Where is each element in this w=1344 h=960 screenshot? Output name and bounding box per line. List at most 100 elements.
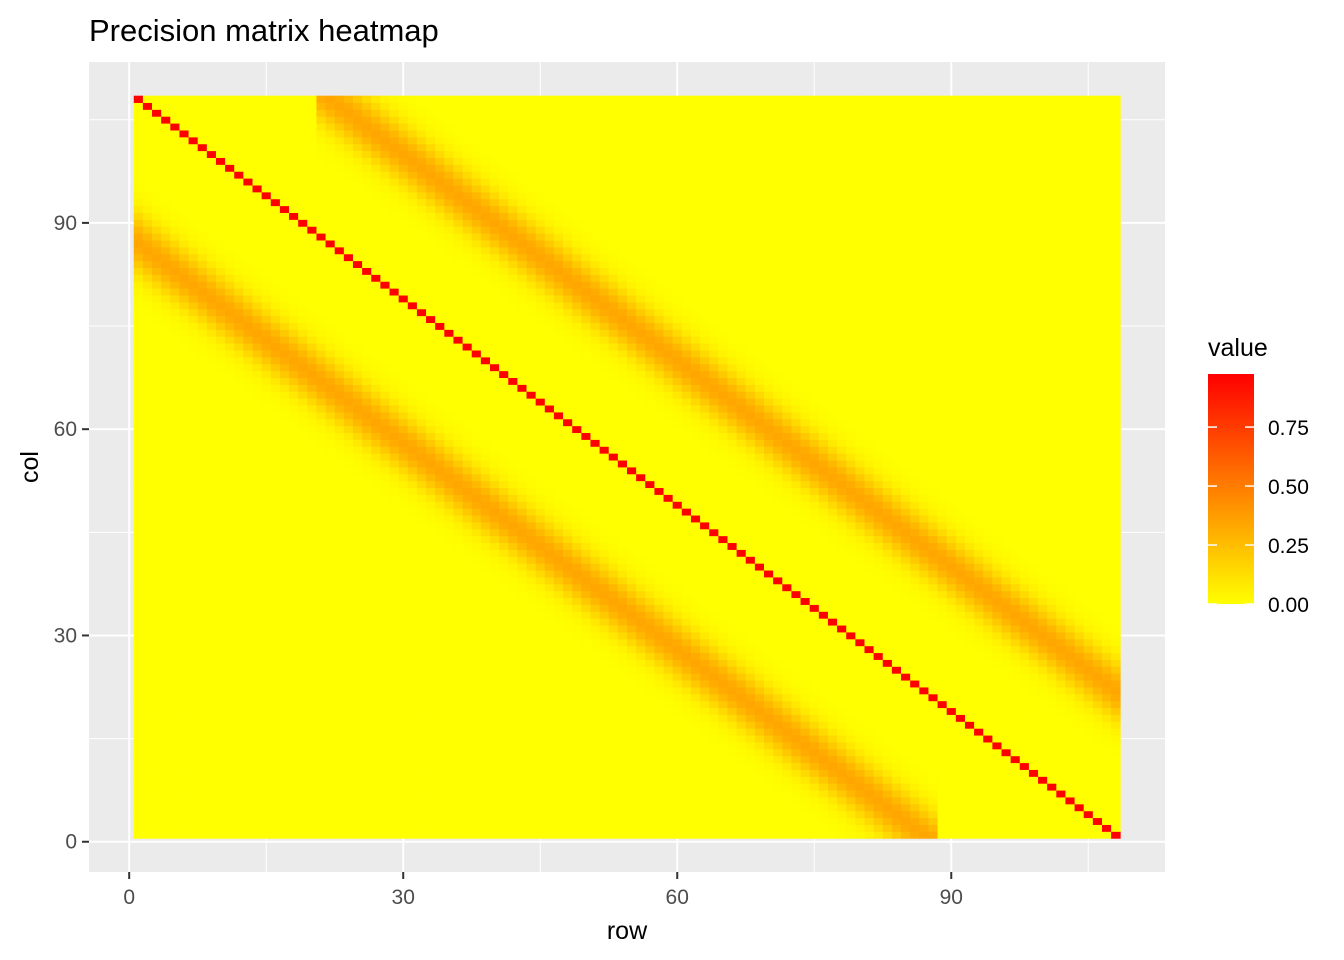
heatmap-cell (170, 611, 180, 619)
heatmap-cell (133, 157, 144, 165)
heatmap-cell (499, 508, 509, 516)
heatmap-cell (225, 597, 235, 605)
heatmap-cell (544, 301, 555, 310)
heatmap-cell (170, 398, 180, 406)
heatmap-cell (279, 178, 290, 186)
heatmap-cell (426, 556, 436, 564)
heatmap-cell (371, 356, 381, 365)
heatmap-cell (316, 535, 326, 544)
heatmap-cell (307, 707, 317, 715)
heatmap-cell (426, 185, 436, 193)
heatmap-cell (535, 790, 546, 798)
heatmap-cell (508, 150, 518, 158)
heatmap-cell (307, 363, 317, 372)
heatmap-cell (526, 164, 537, 172)
heatmap-cell (489, 652, 500, 660)
heatmap-cell (380, 446, 390, 454)
heatmap-cell (252, 226, 263, 234)
heatmap-cell (270, 824, 281, 832)
heatmap-cell (462, 185, 473, 193)
heatmap-cell (234, 735, 244, 743)
heatmap-cell (289, 817, 299, 825)
heatmap-cell (508, 343, 518, 351)
heatmap-cell (307, 432, 317, 440)
heatmap-cell (352, 226, 363, 234)
heatmap-cell (462, 611, 473, 619)
heatmap-cell (316, 687, 326, 695)
heatmap-cell (270, 817, 281, 825)
heatmap-cell (526, 693, 537, 702)
heatmap-cell (416, 226, 427, 234)
heatmap-cell (489, 748, 500, 757)
heatmap-cell (371, 542, 381, 550)
heatmap-cell (343, 425, 354, 434)
heatmap-cell (371, 116, 381, 124)
heatmap-cell (462, 700, 473, 709)
heatmap-cell (206, 501, 217, 509)
heatmap-cell (307, 267, 317, 275)
heatmap-cell (307, 480, 317, 489)
heatmap-cell (325, 356, 336, 365)
heatmap-cell (225, 563, 235, 571)
heatmap-cell (316, 563, 326, 571)
heatmap-cell (161, 398, 171, 406)
heatmap-cell (316, 467, 326, 475)
heatmap-cell (316, 322, 326, 330)
heatmap-cell (499, 95, 509, 103)
heatmap-cell (489, 102, 500, 110)
heatmap-cell (489, 219, 500, 227)
heatmap-cell (133, 700, 144, 709)
heatmap-cell (352, 570, 363, 578)
heatmap-cell (133, 377, 144, 385)
heatmap-cell (444, 453, 454, 461)
heatmap-cell (142, 281, 153, 289)
heatmap-cell (252, 377, 263, 385)
heatmap-cell (197, 233, 208, 241)
heatmap-cell (453, 611, 463, 619)
heatmap-cell (362, 632, 372, 640)
heatmap-cell (435, 748, 445, 757)
heatmap-cell (517, 824, 527, 832)
heatmap-cell (133, 632, 144, 640)
heatmap-cell (508, 288, 518, 296)
heatmap-cell (243, 405, 253, 413)
heatmap-cell (499, 563, 509, 571)
heatmap-cell (170, 570, 180, 578)
heatmap-cell (508, 267, 518, 275)
heatmap-cell (535, 645, 546, 654)
heatmap-cell (435, 597, 445, 605)
heatmap-cell (444, 370, 454, 379)
heatmap-cell (352, 267, 363, 275)
heatmap-cell (471, 171, 482, 179)
heatmap-cell (142, 411, 153, 420)
heatmap-cell (197, 178, 208, 186)
heatmap-cell (508, 714, 518, 722)
heatmap-cell (225, 150, 235, 158)
heatmap-cell (279, 246, 290, 255)
heatmap-cell (362, 123, 372, 131)
heatmap-cell (435, 645, 445, 654)
heatmap-cell (526, 714, 537, 722)
heatmap-cell (398, 405, 409, 413)
heatmap-cell (389, 501, 400, 509)
heatmap-cell (298, 363, 308, 372)
heatmap-cell (389, 102, 400, 110)
heatmap-cell (526, 274, 537, 282)
heatmap-cell (243, 707, 253, 715)
heatmap-cell (243, 260, 253, 268)
heatmap-cell (261, 446, 272, 454)
heatmap-cell (142, 370, 153, 379)
heatmap-cell (371, 803, 381, 812)
heatmap-cell (270, 563, 281, 571)
heatmap-cell (544, 343, 555, 351)
heatmap-cell (453, 171, 463, 179)
heatmap-cell (179, 329, 189, 337)
heatmap-cell (316, 123, 326, 131)
heatmap-cell (389, 198, 400, 207)
heatmap-cell (343, 322, 354, 330)
heatmap-cell (298, 604, 308, 612)
heatmap-cell (343, 205, 354, 213)
heatmap-cell (279, 693, 290, 702)
heatmap-cell (225, 185, 235, 193)
heatmap-cell (544, 762, 555, 770)
